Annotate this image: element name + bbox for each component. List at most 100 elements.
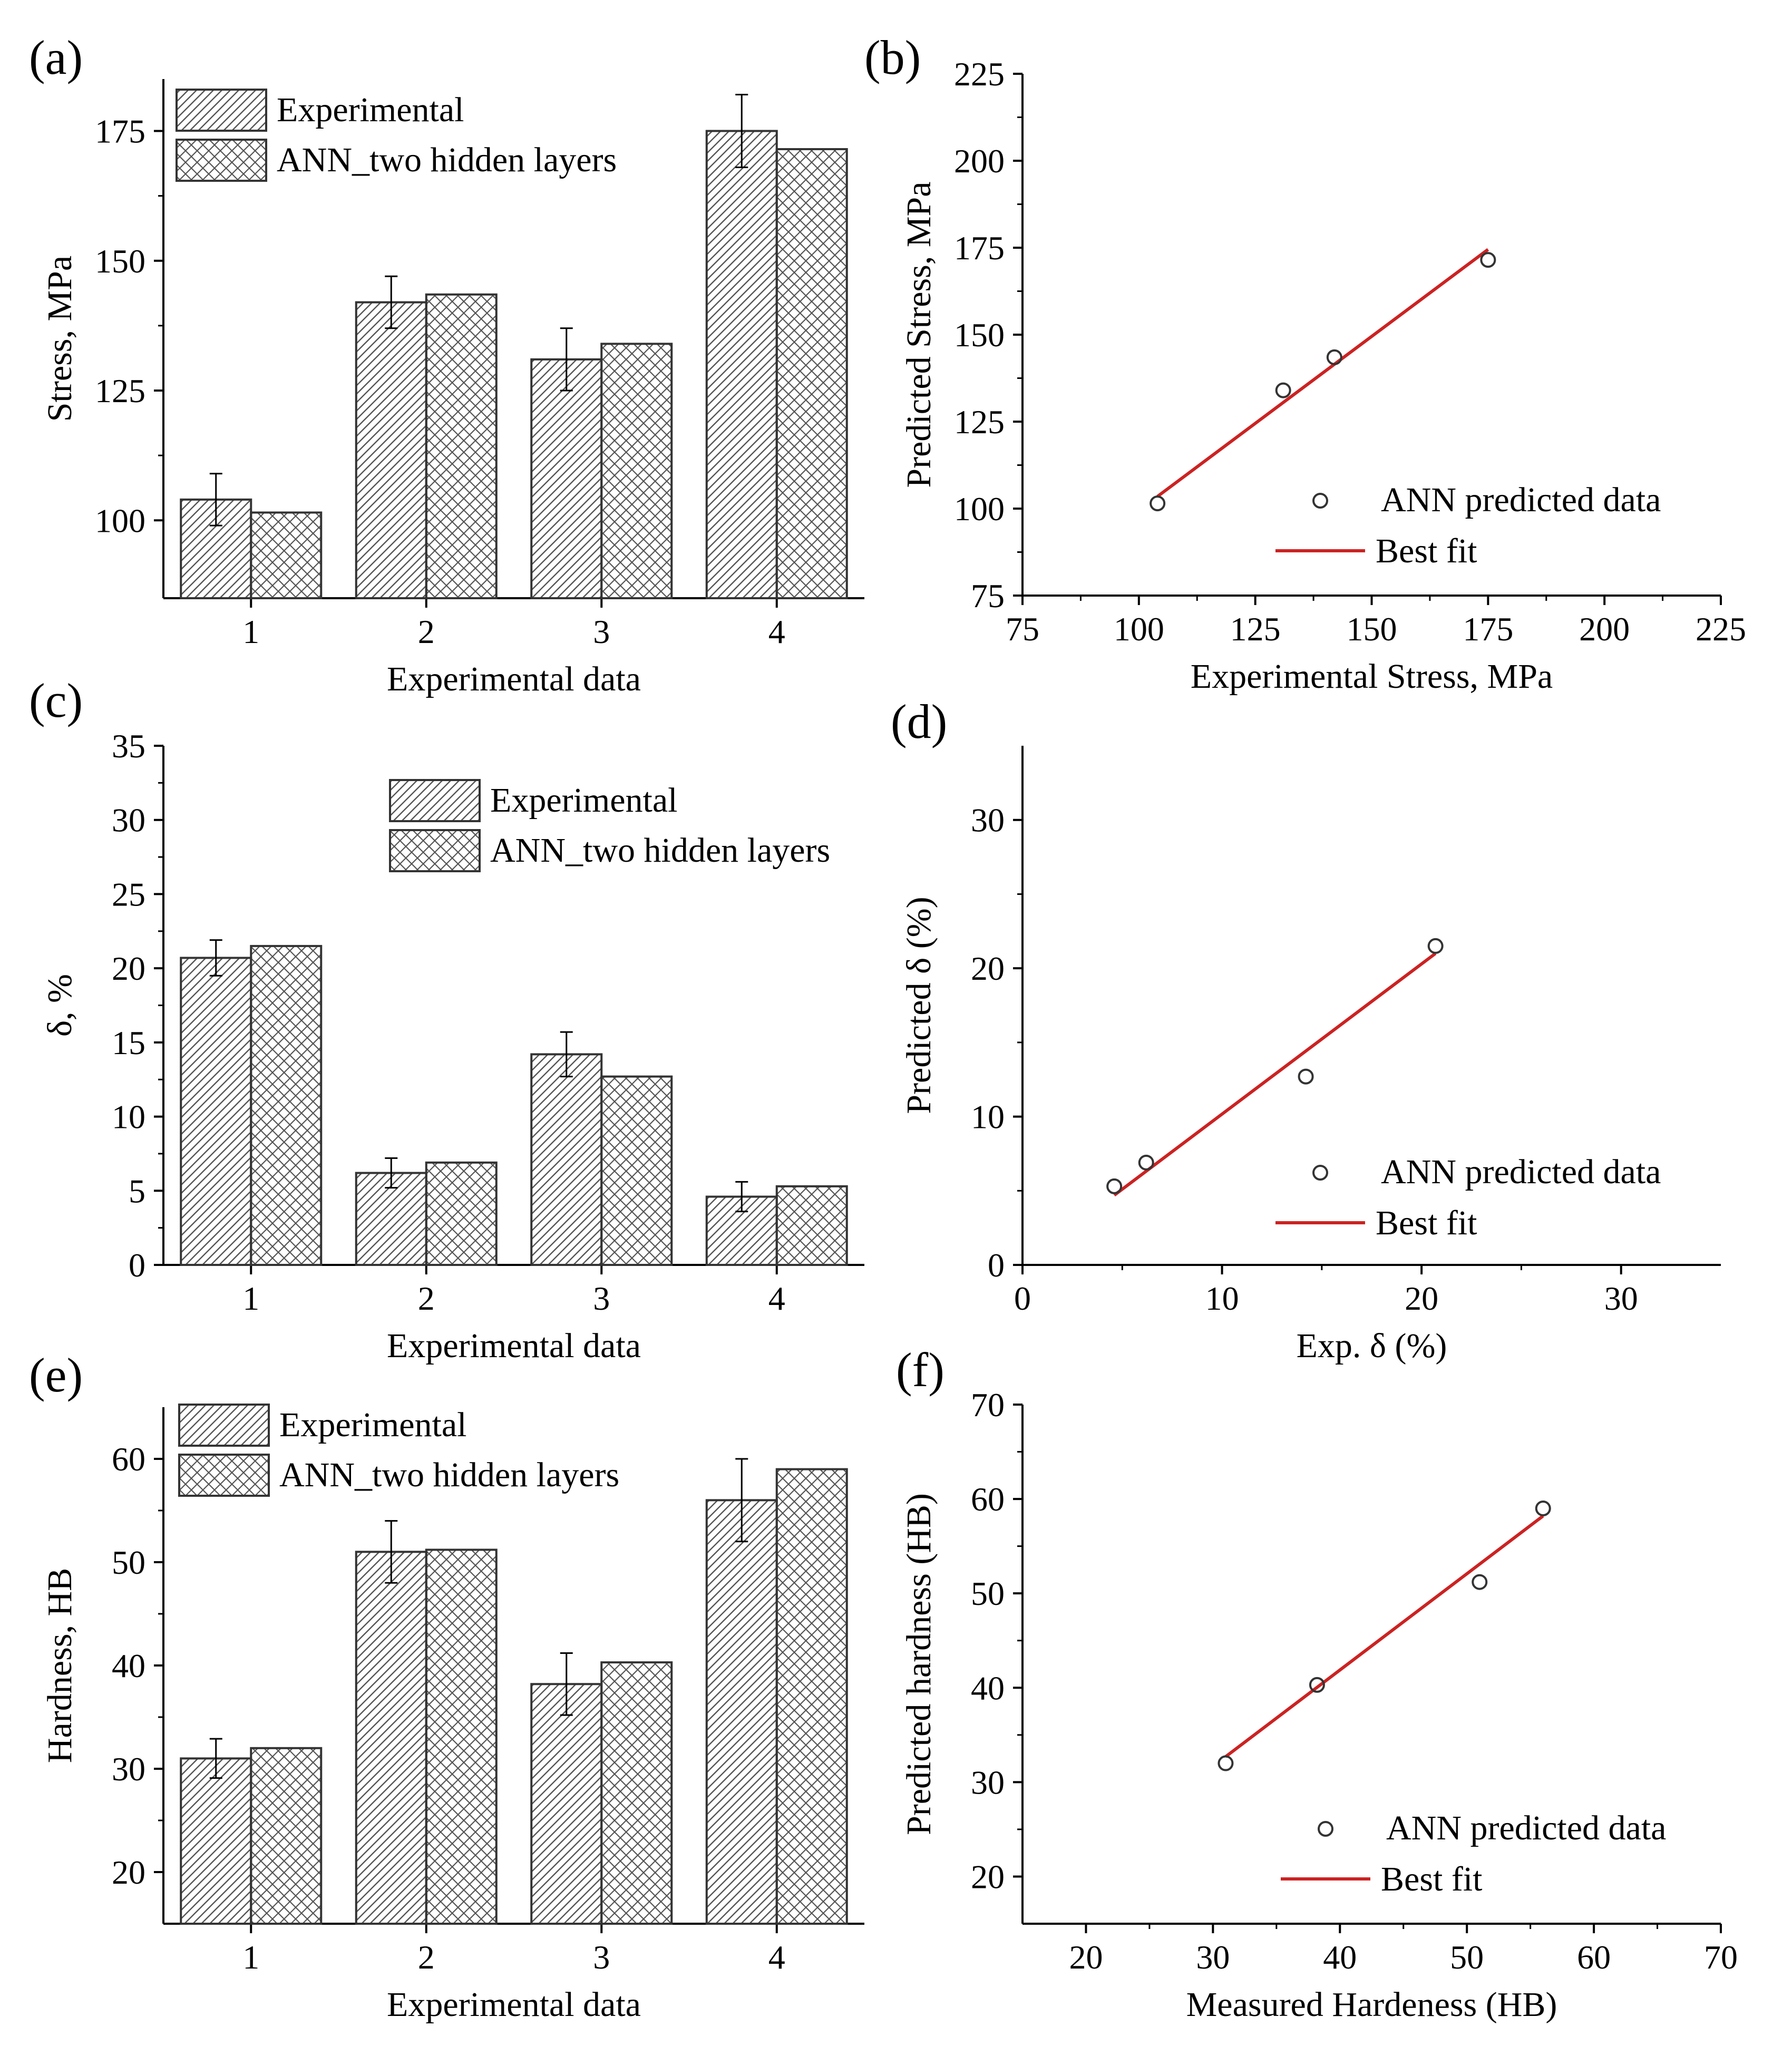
legend-label: Best fit: [1376, 1204, 1477, 1242]
y-tick-label: 30: [112, 1750, 145, 1788]
legend-marker: [1312, 493, 1328, 509]
bar-diag-3: [530, 1683, 603, 1925]
y-tick-label: 30: [112, 802, 145, 839]
x-tick-label: 1: [242, 613, 259, 650]
legend-label: Experimental: [277, 91, 464, 129]
x-tick-label: 0: [1014, 1280, 1031, 1317]
x-tick-label: 100: [1114, 610, 1164, 648]
y-tick-label: 75: [971, 577, 1005, 615]
y-tick-label: 175: [95, 113, 145, 150]
x-axis-label: Experimental data: [387, 1985, 641, 2024]
chart-panel-d: (d) 0 10 20 30 Exp. δ (%) Predicted δ (%) 0 10 20…: [891, 695, 1721, 1365]
legend-swatch-diag: [178, 1404, 270, 1447]
legend-label: ANN predicted data: [1381, 1153, 1661, 1191]
y-tick-label: 20: [971, 950, 1005, 987]
bar-cross-4: [775, 1185, 848, 1266]
y-tick-label: 5: [129, 1172, 145, 1210]
bar-cross-3: [600, 1075, 673, 1266]
y-tick-label: 20: [112, 950, 145, 987]
y-tick-label: 60: [112, 1440, 145, 1478]
best-fit-line: [1156, 248, 1489, 498]
y-tick-label: 40: [112, 1647, 145, 1684]
y-tick-label: 15: [112, 1024, 145, 1061]
data-point: [1309, 1677, 1325, 1693]
x-tick-label: 1: [242, 1938, 259, 1976]
x-tick-label: 2: [418, 1280, 435, 1317]
legend-label: ANN_two hidden layers: [490, 831, 830, 870]
y-tick-label: 100: [954, 490, 1005, 528]
x-tick-label: 30: [1196, 1938, 1230, 1976]
bar-diag-1: [180, 1757, 252, 1925]
x-tick-label: 150: [1347, 610, 1397, 648]
y-tick-label: 0: [129, 1246, 145, 1284]
legend-label: Experimental: [279, 1406, 467, 1444]
bar-cross-1: [250, 944, 323, 1266]
legend-label: Best fit: [1376, 532, 1477, 570]
x-tick-label: 10: [1205, 1280, 1239, 1317]
x-tick-label: 70: [1704, 1938, 1738, 1976]
legend-label: ANN_two hidden layers: [279, 1456, 619, 1494]
y-tick-label: 125: [954, 403, 1005, 441]
x-axis-label: Exp. δ (%): [1297, 1327, 1447, 1365]
best-fit-line: [1224, 1514, 1544, 1758]
x-tick-label: 40: [1323, 1938, 1357, 1976]
bar-diag-3: [530, 1053, 603, 1266]
legend-label: ANN predicted data: [1386, 1809, 1666, 1847]
x-axis-label: Experimental data: [387, 1327, 641, 1365]
y-tick-label: 25: [112, 875, 145, 913]
bar-cross-1: [250, 511, 323, 599]
chart-panel-e: (e) 20 30 40 50 60 Experimental data Hardness, …: [29, 1348, 864, 2024]
y-axis-label: Predicted hardness (HB): [900, 1493, 938, 1835]
x-tick-label: 4: [768, 1938, 785, 1976]
x-tick-label: 1: [242, 1280, 259, 1317]
data-point: [1138, 1154, 1154, 1171]
y-tick-label: 200: [954, 142, 1005, 180]
y-tick-label: 30: [971, 1764, 1005, 1801]
data-point: [1106, 1178, 1123, 1194]
chart-panel-b: (b) 75 100 125 150 175 200 225 Experimental Stre…: [864, 31, 1746, 696]
x-tick-label: 75: [1006, 610, 1039, 648]
y-axis-label: δ, %: [41, 974, 79, 1037]
chart-panel-a: (a) 100 125 150 175 Experimental data Stress, …: [29, 31, 864, 698]
y-tick-label: 20: [112, 1854, 145, 1891]
x-axis-label: Measured Hardeness (HB): [1186, 1985, 1557, 2024]
y-tick-label: 10: [971, 1098, 1005, 1136]
legend-label: ANN predicted data: [1381, 481, 1661, 519]
chart-panel-c: (c) 0 5 10 15 20 25 30 35 Experimental data δ, % 1 2…: [29, 674, 864, 1365]
y-axis-label: Predicted δ (%): [900, 897, 938, 1114]
y-tick-label: 40: [971, 1669, 1005, 1707]
panel-label: (a): [29, 31, 83, 84]
y-tick-label: 35: [112, 727, 145, 765]
x-tick-label: 175: [1463, 610, 1513, 648]
x-tick-label: 3: [593, 1938, 610, 1976]
bar-diag-4: [705, 130, 778, 599]
x-tick-label: 200: [1579, 610, 1630, 648]
data-point: [1218, 1755, 1234, 1771]
bar-diag-2: [355, 301, 427, 599]
bar-cross-1: [250, 1747, 323, 1925]
legend-marker: [1318, 1821, 1333, 1837]
data-point: [1298, 1068, 1314, 1085]
legend-marker: [1312, 1165, 1328, 1181]
panel-label: (c): [29, 674, 83, 727]
bar-cross-2: [425, 1548, 498, 1925]
data-point: [1275, 382, 1291, 398]
panel-label: (d): [891, 695, 947, 748]
x-tick-label: 60: [1577, 1938, 1611, 1976]
chart-panel-f: (f) 20 30 40 50 60 70 Measured Hardeness (HB) Pr…: [896, 1343, 1738, 2024]
y-axis-label: Hardness, HB: [41, 1568, 79, 1763]
legend-swatch-cross: [389, 829, 481, 872]
legend-swatch-cross: [176, 139, 267, 182]
bar-diag-3: [530, 358, 603, 600]
y-tick-label: 0: [988, 1246, 1005, 1284]
panel-label: (f): [896, 1343, 944, 1397]
y-tick-label: 50: [971, 1575, 1005, 1612]
legend-swatch-diag: [176, 89, 267, 132]
y-tick-label: 70: [971, 1386, 1005, 1424]
bar-cross-4: [775, 148, 848, 600]
x-axis-label: Experimental Stress, MPa: [1191, 657, 1553, 696]
bar-cross-3: [600, 1661, 673, 1925]
best-fit-line: [1113, 952, 1437, 1197]
data-point: [1480, 252, 1496, 268]
